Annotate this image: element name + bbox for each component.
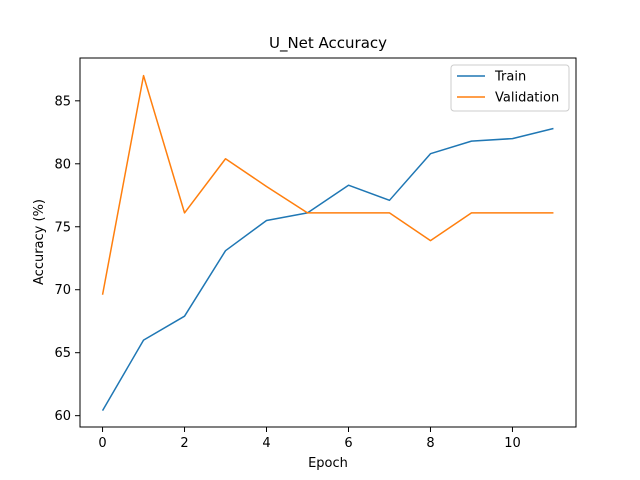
series-line-validation (101, 74, 554, 295)
plot-frame (79, 57, 577, 428)
x-tick-label: 6 (344, 436, 352, 451)
y-tick-label: 65 (54, 346, 71, 361)
series-line-train (101, 127, 554, 412)
y-tick-label: 80 (54, 157, 71, 172)
legend-label-train: Train (494, 70, 526, 85)
y-axis-label: Accuracy (%) (32, 199, 47, 285)
chart-title: U_Net Accuracy (269, 34, 387, 53)
x-tick-label: 8 (426, 436, 434, 451)
x-tick-label: 2 (180, 436, 188, 451)
y-tick-label: 70 (54, 283, 71, 298)
legend: Train Validation (450, 64, 570, 112)
x-axis-label: Epoch (308, 456, 348, 471)
y-tick-label: 60 (54, 409, 71, 424)
x-tick-label: 0 (98, 436, 106, 451)
x-tick-label: 10 (504, 436, 521, 451)
legend-label-validation: Validation (495, 91, 559, 106)
y-tick-label: 85 (54, 94, 71, 109)
x-tick-label: 4 (262, 436, 270, 451)
y-tick-label: 75 (54, 220, 71, 235)
